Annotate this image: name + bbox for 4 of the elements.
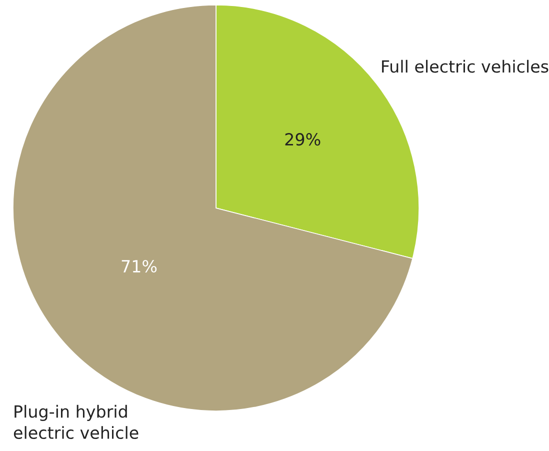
data-label: 29% <box>285 133 320 146</box>
slice-label: Plug-in hybrid electric vehicle <box>14 404 138 440</box>
slice-label: Full electric vehicles <box>382 60 548 73</box>
data-label: 71% <box>122 260 157 273</box>
